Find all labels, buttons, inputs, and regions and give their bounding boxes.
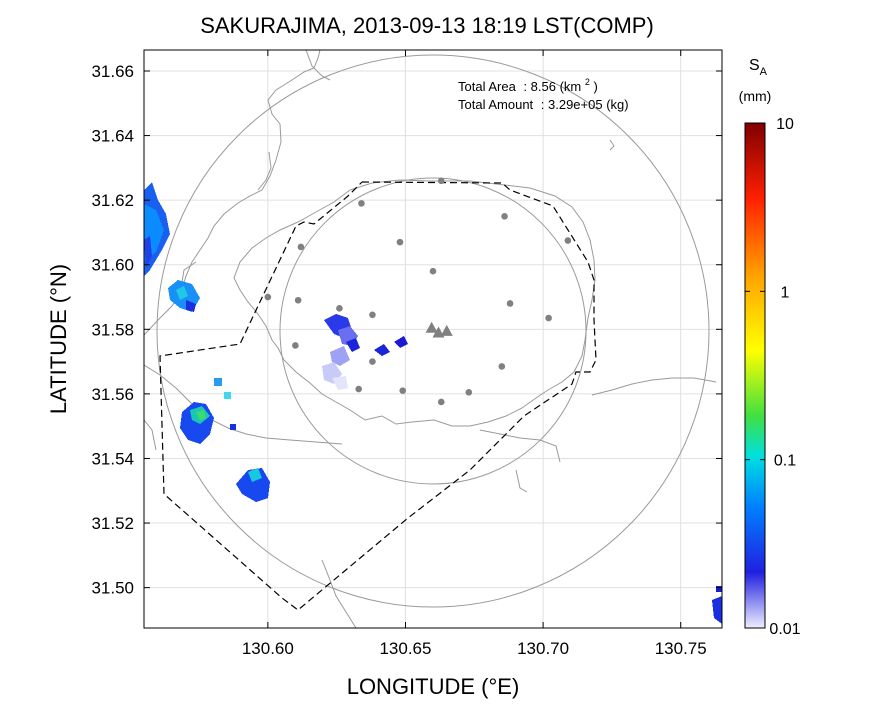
y-tick-label: 31.60 <box>91 256 134 275</box>
x-tick-label: 130.75 <box>655 639 707 658</box>
colorbar-tick-label: 1 <box>781 284 790 301</box>
colorbar-unit: (mm) <box>739 88 772 104</box>
station-marker <box>336 305 343 312</box>
colorbar-tick-label: 0.1 <box>774 453 796 470</box>
y-tick-label: 31.66 <box>91 62 134 81</box>
range-circles <box>156 54 710 608</box>
y-tick-label: 31.52 <box>91 514 134 533</box>
station-marker <box>545 314 552 322</box>
station-marker <box>358 200 365 207</box>
station-marker <box>297 243 305 251</box>
dashed-boundary <box>159 181 597 611</box>
x-tick-label: 130.70 <box>517 639 569 658</box>
colorbar-ticks: 10 1 0.1 0.01 <box>745 116 801 638</box>
chart-title: SAKURAJIMA, 2013-09-13 18:19 LST(COMP) <box>200 13 654 38</box>
station-marker <box>369 311 376 319</box>
station-marker <box>292 342 299 349</box>
y-axis-label: LATITUDE (°N) <box>46 264 71 414</box>
total-area-close: ) <box>594 79 598 94</box>
y-axis-ticks: 31.66 31.64 31.62 31.60 31.58 31.56 31.54 31.52… <box>91 62 722 598</box>
station-marker <box>564 237 572 244</box>
station-marker <box>506 300 514 307</box>
inner-range-circle <box>279 177 587 485</box>
station-marker <box>396 238 404 246</box>
y-tick-label: 31.58 <box>91 320 134 339</box>
y-tick-label: 31.54 <box>91 449 134 468</box>
total-amount-label: Total Amount <box>458 97 534 112</box>
station-marker <box>355 385 362 393</box>
vent-marker <box>440 324 453 336</box>
outer-range-circle <box>156 54 710 608</box>
y-tick-label: 31.50 <box>91 579 134 598</box>
observation-stations <box>264 177 572 406</box>
total-area-label: Total Area <box>458 79 517 94</box>
colorbar-tick-label: 0.01 <box>769 621 800 638</box>
station-marker <box>465 388 473 396</box>
station-marker <box>264 293 272 301</box>
station-marker <box>369 358 376 365</box>
y-tick-label: 31.64 <box>91 127 134 146</box>
total-area-unit-sup: 2 <box>585 77 590 87</box>
plot-area <box>144 50 722 628</box>
total-area-value: : 8.56 (km <box>523 79 581 94</box>
y-tick-label: 31.56 <box>91 385 134 404</box>
colorbar-label: SA <box>749 57 768 78</box>
x-axis-label: LONGITUDE (°E) <box>347 674 520 699</box>
x-tick-label: 130.60 <box>242 639 294 658</box>
x-tick-label: 130.65 <box>379 639 431 658</box>
grid-lines <box>144 50 722 628</box>
colorbar-tick-label: 10 <box>776 116 794 133</box>
station-marker <box>437 398 445 406</box>
ash-deposit-patches <box>144 182 722 624</box>
plot-frame <box>143 49 723 629</box>
volcano-vents <box>425 321 453 338</box>
svg-text:Total Area : 8.56 (km: Total Area : 8.56 (km 2 ) <box>458 73 598 94</box>
y-tick-label: 31.62 <box>91 191 134 210</box>
station-marker <box>501 212 508 220</box>
x-axis-ticks: 130.60 130.65 130.70 130.75 <box>242 50 707 658</box>
vent-marker <box>425 321 438 333</box>
station-marker <box>498 363 506 370</box>
totals-annotation: Total Area : 8.56 (km 2 ) Total Amount :… <box>458 73 629 112</box>
station-marker <box>429 267 437 275</box>
station-marker <box>437 177 445 185</box>
station-marker <box>294 296 302 304</box>
station-marker <box>399 387 407 394</box>
coastline <box>144 50 717 628</box>
colorbar: SA (mm) 10 1 0.1 0.01 <box>739 57 801 638</box>
svg-text:Total Amount : 3.29e+05: Total Amount : 3.29e+05 (kg) <box>458 97 629 112</box>
total-amount-value: : 3.29e+05 (kg) <box>541 97 629 112</box>
colorbar-gradient <box>744 122 766 629</box>
